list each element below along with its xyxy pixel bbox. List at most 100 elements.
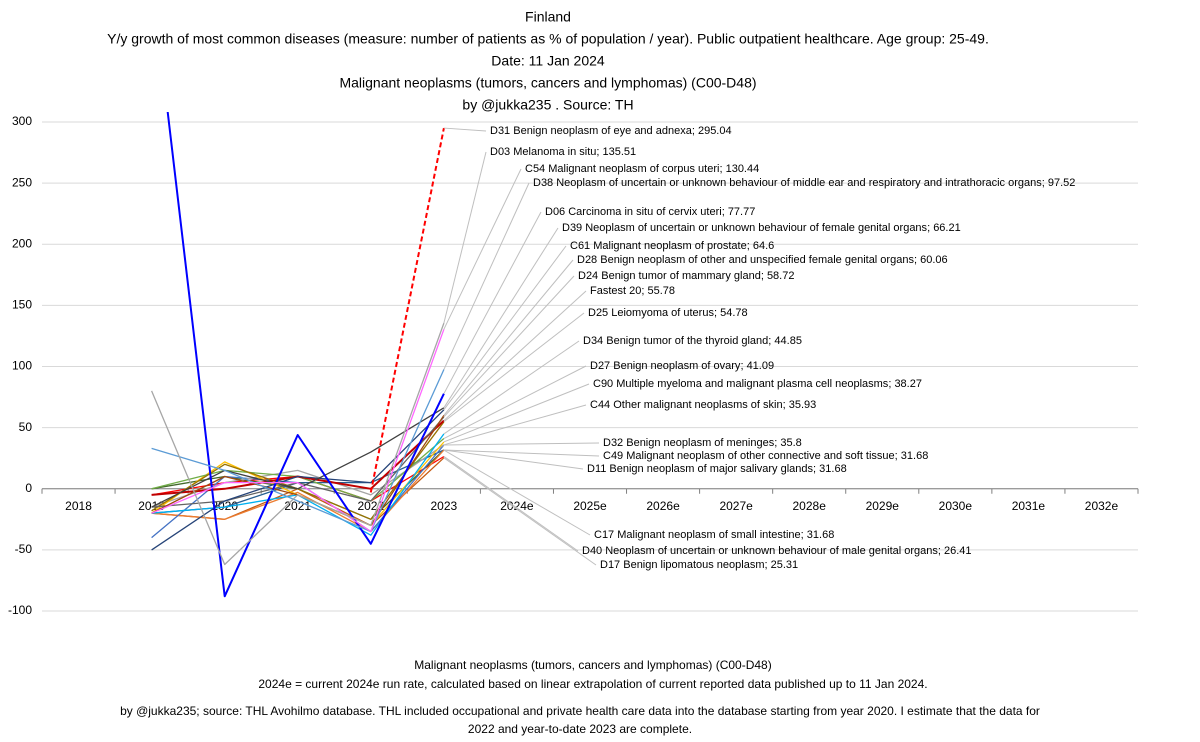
footer-note: Malignant neoplasms (tumors, cancers and… bbox=[414, 658, 771, 672]
annotation-name: D06 Carcinoma in situ of cervix uteri bbox=[545, 206, 722, 218]
annotation-name: D11 Benign neoplasm of major salivary gl… bbox=[587, 463, 814, 475]
series-line bbox=[166, 112, 445, 598]
annotation-value: 66.21 bbox=[933, 222, 961, 234]
chart-title: Date: 11 Jan 2024 bbox=[491, 53, 605, 69]
annotation-value: 295.04 bbox=[698, 125, 732, 137]
annotation-separator: ; bbox=[774, 437, 780, 449]
annotation-separator: ; bbox=[765, 559, 771, 571]
footer-note: 2022 and year-to-date 2023 are complete. bbox=[468, 722, 692, 736]
annotation-value: 55.78 bbox=[647, 285, 675, 297]
x-tick-label: 2025e bbox=[573, 499, 607, 513]
chart-title: Malignant neoplasms (tumors, cancers and… bbox=[339, 75, 756, 91]
leader-line bbox=[443, 457, 597, 566]
leader-line bbox=[443, 449, 591, 536]
annotation: C17 Malignant neoplasm of small intestin… bbox=[594, 529, 834, 541]
y-tick-label: 150 bbox=[12, 298, 32, 312]
annotation-separator: ; bbox=[740, 360, 746, 372]
annotation-separator: ; bbox=[914, 254, 920, 266]
annotation-name: C61 Malignant neoplasm of prostate bbox=[570, 240, 747, 252]
footer-note: by @jukka235; source: THL Avohilmo datab… bbox=[120, 704, 1040, 718]
leader-line bbox=[443, 456, 579, 552]
footer-note: 2024e = current 2024e run rate, calculat… bbox=[258, 677, 927, 691]
annotation-separator: ; bbox=[692, 125, 698, 137]
annotation-value: 54.78 bbox=[720, 307, 748, 319]
leader-line bbox=[443, 442, 600, 446]
annotation-value: 31.68 bbox=[819, 463, 847, 475]
series-line bbox=[151, 329, 445, 533]
y-tick-label: 100 bbox=[12, 359, 32, 373]
annotation: D34 Benign tumor of the thyroid gland; 4… bbox=[583, 335, 802, 347]
annotation-name: C49 Malignant neoplasm of other connecti… bbox=[603, 450, 895, 462]
x-tick-label: 2023 bbox=[431, 499, 458, 513]
annotation-separator: ; bbox=[768, 335, 774, 347]
y-tick-label: 250 bbox=[12, 175, 32, 189]
annotation-separator: ; bbox=[747, 240, 753, 252]
leader-line bbox=[443, 449, 584, 470]
annotation: D06 Carcinoma in situ of cervix uteri; 7… bbox=[545, 206, 755, 218]
annotation-name: D27 Benign neoplasm of ovary bbox=[590, 360, 741, 372]
leader-line bbox=[443, 340, 580, 435]
annotation-value: 38.27 bbox=[894, 378, 922, 390]
y-tick-label: 300 bbox=[12, 114, 32, 128]
annotation-name: D40 Neoplasm of uncertain or unknown beh… bbox=[582, 545, 938, 557]
x-tick-label: 2026e bbox=[646, 499, 680, 513]
leader-line bbox=[443, 365, 587, 439]
leader-line bbox=[443, 168, 522, 330]
annotation: Fastest 20; 55.78 bbox=[590, 285, 675, 297]
annotation-value: 31.68 bbox=[901, 450, 929, 462]
annotation-value: 60.06 bbox=[920, 254, 948, 266]
annotation: C44 Other malignant neoplasms of skin; 3… bbox=[590, 399, 816, 411]
annotation-value: 35.8 bbox=[780, 437, 801, 449]
annotation-separator: ; bbox=[801, 529, 807, 541]
annotation: D03 Melanoma in situ; 135.51 bbox=[490, 146, 636, 158]
annotation-value: 135.51 bbox=[603, 146, 637, 158]
annotation-name: D38 Neoplasm of uncertain or unknown beh… bbox=[533, 177, 1042, 189]
annotation: D31 Benign neoplasm of eye and adnexa; 2… bbox=[490, 125, 732, 137]
annotation: D24 Benign tumor of mammary gland; 58.72 bbox=[578, 270, 794, 282]
annotation: D32 Benign neoplasm of meninges; 35.8 bbox=[603, 437, 802, 449]
annotation-name: D28 Benign neoplasm of other and unspeci… bbox=[577, 254, 914, 266]
leader-line bbox=[443, 312, 585, 423]
x-tick-label: 2028e bbox=[793, 499, 827, 513]
annotation: D11 Benign neoplasm of major salivary gl… bbox=[587, 463, 847, 475]
series-line bbox=[151, 369, 445, 533]
annotation: C49 Malignant neoplasm of other connecti… bbox=[603, 450, 928, 462]
annotation-separator: ; bbox=[761, 270, 767, 282]
annotation: D25 Leiomyoma of uterus; 54.78 bbox=[588, 307, 748, 319]
y-tick-label: 0 bbox=[25, 481, 32, 495]
annotation-separator: ; bbox=[722, 206, 728, 218]
annotation-separator: ; bbox=[719, 163, 725, 175]
leader-line bbox=[443, 290, 587, 421]
annotation-name: D03 Melanoma in situ bbox=[490, 146, 596, 158]
leader-line bbox=[443, 211, 542, 394]
chart-title: Y/y growth of most common diseases (meas… bbox=[107, 31, 989, 47]
annotation-name: D25 Leiomyoma of uterus bbox=[588, 307, 714, 319]
annotation: D27 Benign neoplasm of ovary; 41.09 bbox=[590, 360, 774, 372]
series-line bbox=[151, 407, 445, 508]
annotation-value: 58.72 bbox=[767, 270, 795, 282]
x-tick-label: 2032e bbox=[1085, 499, 1119, 513]
annotation-name: C54 Malignant neoplasm of corpus uteri bbox=[525, 163, 719, 175]
annotation-value: 41.09 bbox=[747, 360, 775, 372]
annotation: D39 Neoplasm of uncertain or unknown beh… bbox=[562, 222, 961, 234]
annotation-value: 77.77 bbox=[728, 206, 756, 218]
y-tick-label: -50 bbox=[15, 542, 33, 556]
y-tick-label: 50 bbox=[19, 420, 33, 434]
chart-title: Finland bbox=[525, 9, 571, 25]
leader-line bbox=[443, 383, 590, 443]
annotation-separator: ; bbox=[596, 146, 602, 158]
annotation-name: C44 Other malignant neoplasms of skin bbox=[590, 399, 783, 411]
x-tick-label: 2018 bbox=[65, 499, 92, 513]
annotation: D40 Neoplasm of uncertain or unknown beh… bbox=[582, 545, 972, 557]
x-tick-label: 2030e bbox=[939, 499, 973, 513]
x-tick-label: 2031e bbox=[1012, 499, 1046, 513]
leader-line bbox=[443, 275, 575, 418]
leader-line bbox=[443, 404, 587, 446]
annotation: D38 Neoplasm of uncertain or unknown beh… bbox=[533, 177, 1075, 189]
annotation-name: D34 Benign tumor of the thyroid gland bbox=[583, 335, 768, 347]
annotation-separator: ; bbox=[938, 545, 944, 557]
annotation-value: 130.44 bbox=[726, 163, 760, 175]
annotation-separator: ; bbox=[927, 222, 933, 234]
